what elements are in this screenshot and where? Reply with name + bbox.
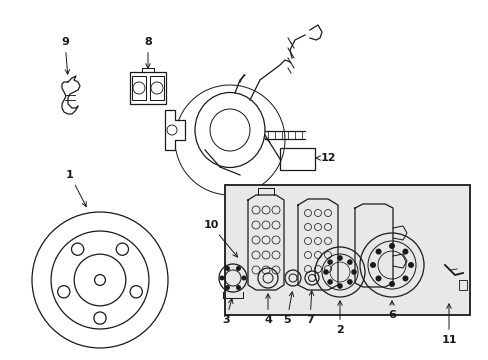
Circle shape bbox=[350, 269, 356, 275]
Bar bbox=[458, 280, 466, 290]
Text: 11: 11 bbox=[440, 304, 456, 345]
Bar bbox=[130, 72, 165, 104]
Circle shape bbox=[375, 275, 381, 282]
Text: 1: 1 bbox=[66, 170, 86, 207]
Circle shape bbox=[402, 248, 407, 255]
Bar bbox=[224, 185, 469, 315]
Circle shape bbox=[219, 275, 224, 280]
Circle shape bbox=[241, 275, 246, 280]
Text: 3: 3 bbox=[222, 299, 232, 325]
Text: 5: 5 bbox=[283, 292, 293, 325]
Circle shape bbox=[323, 269, 328, 275]
Text: 7: 7 bbox=[305, 291, 313, 325]
Circle shape bbox=[337, 283, 342, 289]
Circle shape bbox=[388, 281, 394, 287]
Circle shape bbox=[369, 262, 375, 268]
Text: 9: 9 bbox=[61, 37, 69, 74]
Bar bbox=[280, 148, 314, 170]
Bar bbox=[132, 76, 146, 100]
Circle shape bbox=[402, 275, 407, 282]
Circle shape bbox=[236, 285, 241, 290]
Circle shape bbox=[224, 285, 229, 290]
Circle shape bbox=[224, 266, 229, 271]
Text: 6: 6 bbox=[387, 301, 395, 320]
Circle shape bbox=[346, 259, 352, 265]
Circle shape bbox=[236, 266, 241, 271]
Circle shape bbox=[388, 243, 394, 249]
Circle shape bbox=[337, 255, 342, 261]
Text: 2: 2 bbox=[335, 301, 343, 335]
Text: 4: 4 bbox=[264, 294, 271, 325]
Bar bbox=[150, 76, 163, 100]
Text: 12: 12 bbox=[315, 153, 335, 163]
Circle shape bbox=[346, 279, 352, 285]
Circle shape bbox=[375, 248, 381, 255]
Text: 8: 8 bbox=[144, 37, 152, 68]
Circle shape bbox=[326, 259, 332, 265]
Text: 10: 10 bbox=[203, 220, 237, 257]
Circle shape bbox=[407, 262, 413, 268]
Circle shape bbox=[326, 279, 332, 285]
